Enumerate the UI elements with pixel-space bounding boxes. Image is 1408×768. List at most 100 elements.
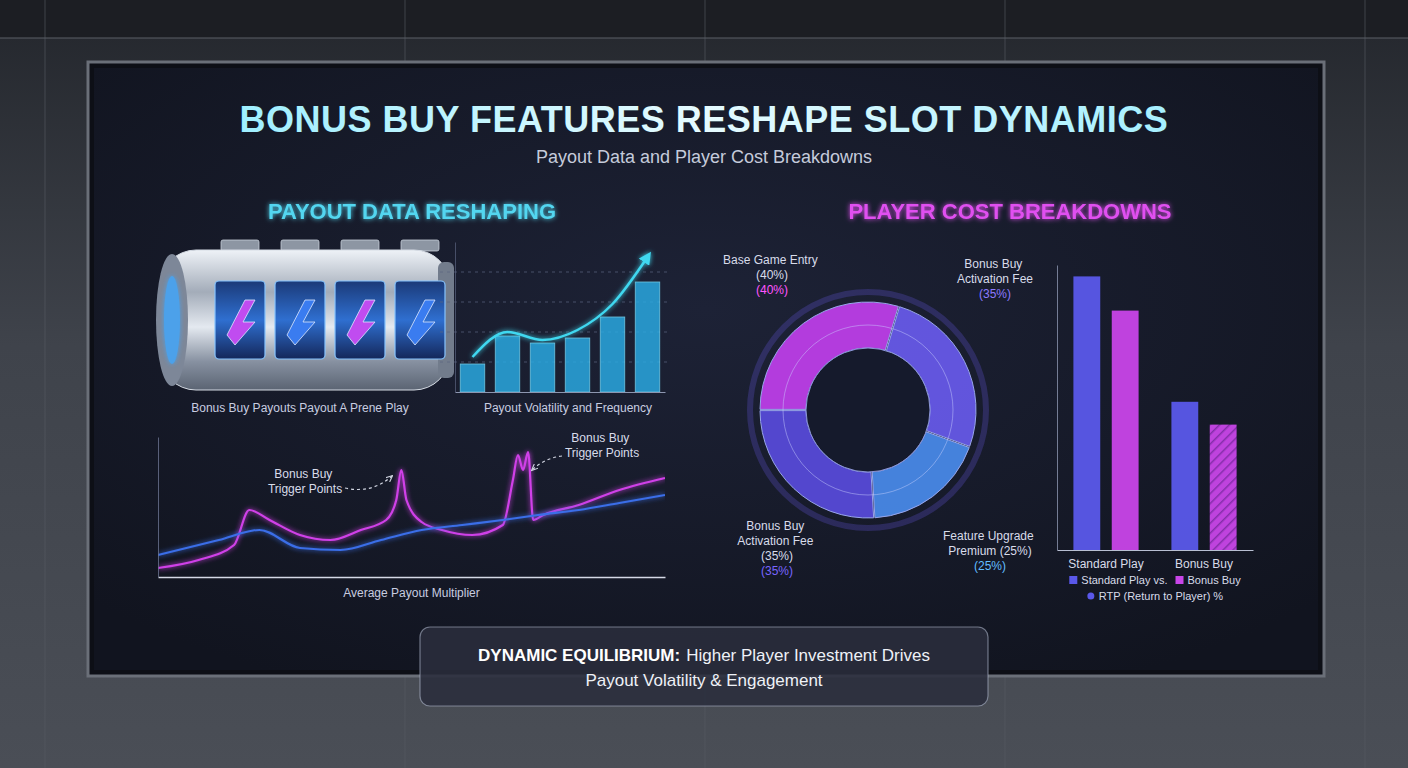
annotation-arrow [345, 476, 392, 490]
section-title: PAYOUT DATA RESHAPING [268, 199, 556, 224]
panel-seam [1365, 0, 1366, 768]
text-line: Activation Fee [957, 272, 1033, 286]
annotation: RTP (Return to Player) % [1099, 590, 1224, 602]
plot-area [760, 302, 976, 518]
bar [1112, 311, 1139, 550]
reel-window [275, 281, 325, 359]
bar [635, 282, 660, 392]
text-line: Trigger Points [565, 446, 639, 460]
bar [565, 338, 590, 392]
x-axis-line [159, 577, 666, 578]
reel-cap [156, 254, 188, 386]
bar [460, 364, 485, 392]
reel-tab [281, 240, 319, 251]
rtp-chart: Standard Play Bonus Buy [1058, 266, 1254, 571]
text-line: Feature Upgrade [943, 529, 1037, 543]
x-tick: Bonus Buy [1175, 550, 1233, 571]
reel-glow [164, 276, 180, 364]
bar [1210, 425, 1237, 550]
y-axis [1057, 266, 1058, 551]
reel-window [395, 281, 445, 359]
text-line: (40%) [756, 268, 788, 282]
legend-swatch [1069, 576, 1077, 584]
text-line: (35%) [761, 549, 793, 563]
y-axis [158, 438, 159, 578]
trend-line [473, 257, 648, 357]
wall [0, 0, 1408, 768]
plot-area [460, 257, 660, 392]
screen [94, 68, 1318, 670]
text-line: Bonus Buy [964, 257, 1025, 271]
bar [1171, 402, 1198, 550]
slot-reel-illustration [156, 240, 454, 390]
footer-panel [420, 627, 988, 706]
legend-note: RTP (Return to Player) % [1087, 590, 1223, 602]
y-axis-line [455, 243, 456, 393]
text-line: Base Game Entry [723, 253, 821, 267]
reel-window [335, 281, 385, 359]
text-line: Premium (25%) [948, 544, 1031, 558]
text-line: Bonus Buy [274, 467, 335, 481]
legend-swatch [1176, 576, 1184, 584]
reel-symbol [227, 300, 255, 345]
legend-dot [1087, 593, 1094, 600]
y-axis-line [1057, 266, 1058, 551]
legend-label: Bonus Buy [1188, 574, 1242, 586]
panel-seam [0, 38, 1408, 39]
bar [530, 343, 555, 392]
slice-label: Bonus Buy Activation Fee [957, 257, 1033, 286]
cost-donut [750, 292, 986, 528]
y-axis-line [158, 438, 159, 578]
footer-text: Payout Volatility & Engagement [585, 671, 822, 690]
legend-label: Standard Play vs. [1081, 574, 1167, 586]
y-axis [455, 243, 456, 393]
reel-window [215, 281, 265, 359]
text-line: Trigger Points [268, 482, 342, 496]
legend-item: Standard Play vs. [1069, 574, 1167, 586]
reel-tab [401, 240, 439, 251]
reel-symbol [287, 300, 315, 345]
footer-heading: DYNAMIC EQUILIBRIUM: [478, 646, 680, 665]
x-axis: Standard Play Bonus Buy [1058, 550, 1254, 571]
subtitle: Payout Data and Player Cost Breakdowns [536, 147, 872, 167]
screen-bezel [88, 62, 1324, 676]
reel-body [160, 250, 450, 390]
x-axis-line [456, 392, 666, 393]
annotation: Bonus Buy Trigger Points [565, 431, 639, 460]
footer-box: DYNAMIC EQUILIBRIUM:Higher Player Invest… [420, 627, 988, 706]
reel-tab [221, 240, 259, 251]
background [0, 0, 1408, 768]
data-label: (40%) [756, 283, 788, 297]
annotation: Payout Volatility and Frequency [484, 401, 652, 415]
bar [495, 336, 520, 392]
bar [600, 317, 625, 392]
ceiling [0, 0, 1408, 38]
title: BONUS BUY FEATURES RESHAPE SLOT DYNAMICS [240, 99, 1169, 140]
donut-halo [750, 292, 986, 528]
donut-inner [806, 348, 930, 472]
text-line: Activation Fee [737, 534, 816, 548]
plot-area [1073, 276, 1236, 550]
x-axis [456, 392, 666, 393]
multiplier-chart: Average Payout Multiplier Bonus Buy Trigg… [158, 431, 666, 600]
annotation: Bonus Buy Payouts Payout A Prene Play [191, 401, 408, 415]
canvas: BONUS BUY FEATURES RESHAPE SLOT DYNAMICS… [0, 0, 1408, 768]
x-tick-label: Standard Play [1068, 557, 1143, 571]
text-line: Bonus Buy [746, 519, 807, 533]
donut-ring [783, 325, 953, 495]
series-line [158, 495, 665, 555]
legend: Standard Play vs. Bonus Buy RTP (Return to… [1069, 574, 1241, 602]
annotation: Bonus Buy Trigger Points [268, 467, 342, 496]
plot-area [158, 452, 665, 568]
payout-chart: Bonus Buy Payouts Payout A Prene Play Pay… [191, 243, 670, 416]
data-label: (25%) [974, 559, 1006, 573]
x-axis [159, 577, 666, 578]
x-tick-label: Bonus Buy [1175, 557, 1233, 571]
legend-item: Bonus Buy [1176, 574, 1242, 586]
slice-label: Feature Upgrade Premium (25%) [943, 529, 1037, 558]
panel-seam [45, 0, 46, 768]
data-label: (35%) [979, 287, 1011, 301]
reel-symbol [407, 300, 435, 345]
x-axis-title: Average Payout Multiplier [343, 586, 480, 600]
bar [1073, 276, 1100, 550]
